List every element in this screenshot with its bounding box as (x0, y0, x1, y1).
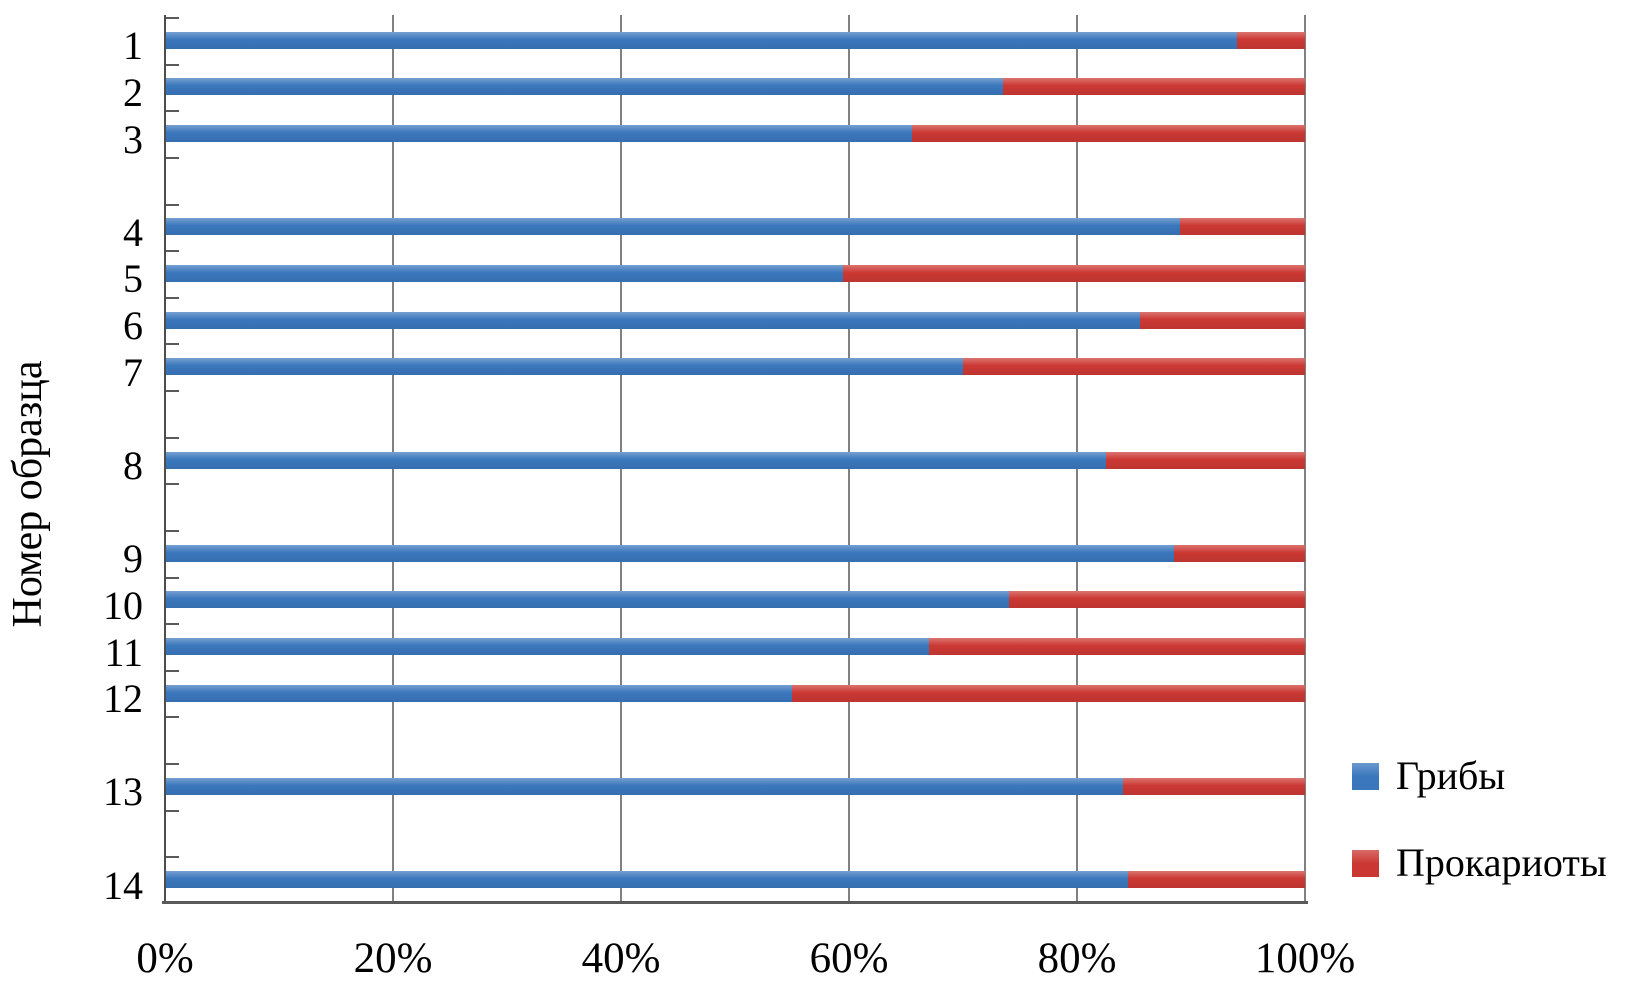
bar-row (165, 218, 1305, 236)
fungi-bar-segment (165, 684, 792, 702)
fungi-bar-segment (165, 31, 1237, 49)
fungi-bar-segment (165, 125, 912, 143)
bar-row (165, 451, 1305, 469)
category-label: 7 (123, 349, 143, 395)
y-axis-tick (165, 716, 179, 719)
category-label: 10 (103, 582, 143, 628)
prokaryote-bar-segment (911, 125, 1305, 143)
bar-row (165, 871, 1305, 889)
y-axis-tick (165, 250, 179, 253)
prokaryote-bar-segment (1179, 218, 1305, 236)
y-axis-tick (165, 763, 179, 766)
y-axis-tick (165, 110, 179, 113)
category-label: 11 (104, 629, 143, 675)
category-label: 2 (123, 69, 143, 115)
category-label: 5 (123, 256, 143, 302)
bar-row (165, 684, 1305, 702)
y-axis-tick (165, 856, 179, 859)
y-axis-tick (165, 296, 179, 299)
fungi-bar-segment (165, 591, 1009, 609)
y-axis-title: Номер образца (5, 360, 51, 628)
y-axis-tick (165, 17, 179, 19)
bar-row (165, 544, 1305, 562)
y-axis-tick (165, 576, 179, 579)
fungi-bar-segment (165, 218, 1180, 236)
x-axis-line (162, 901, 1308, 904)
y-axis-tick (165, 436, 179, 439)
gridline (1304, 15, 1306, 903)
prokaryote-bar-segment (1128, 871, 1305, 889)
category-label: 14 (103, 862, 143, 908)
bar-row (165, 591, 1305, 609)
prokaryote-bar-segment (1002, 78, 1305, 96)
x-tick-label: 40% (581, 935, 661, 982)
category-label: 8 (123, 443, 143, 488)
category-label: 6 (123, 303, 143, 349)
plot-area (165, 15, 1306, 903)
category-label: 4 (123, 209, 143, 255)
x-tick-label: 20% (353, 935, 433, 982)
fungi-bar-segment (165, 451, 1106, 469)
y-axis-tick (165, 156, 179, 159)
y-axis-tick (165, 203, 179, 206)
x-tick-label: 100% (1254, 935, 1356, 982)
bar-row (165, 311, 1305, 329)
category-label: 3 (123, 116, 143, 162)
prokaryote-bar-segment (1122, 777, 1305, 795)
bar-row (165, 638, 1305, 656)
prokaryote-bar-segment (1105, 451, 1305, 469)
x-tick-label: 80% (1037, 935, 1117, 982)
prokaryote-bar-segment (1139, 311, 1305, 329)
legend-label-prokaryotes: Прокариоты (1396, 840, 1607, 885)
bar-row (165, 125, 1305, 143)
prokaryote-bar-segment (1236, 31, 1305, 49)
bar-row (165, 264, 1305, 282)
legend-label-fungi: Грибы (1396, 753, 1506, 798)
y-axis-tick (165, 483, 179, 486)
x-tick-label: 0% (136, 935, 194, 982)
x-tick-label: 60% (809, 935, 889, 982)
y-axis-tick (165, 529, 179, 532)
category-label: 13 (103, 769, 143, 815)
category-label: 1 (123, 23, 143, 69)
prokaryote-bar-segment (843, 264, 1305, 282)
fungi-bar-segment (165, 544, 1174, 562)
y-axis-tick (165, 390, 179, 393)
legend-swatch-fungi-icon (1352, 762, 1379, 790)
y-axis-tick (165, 343, 179, 346)
legend-item-prokaryotes: Прокариоты (1352, 839, 1607, 887)
category-label: 12 (103, 676, 143, 722)
bar-row (165, 358, 1305, 376)
prokaryote-bar-segment (928, 638, 1305, 656)
prokaryote-bar-segment (1173, 544, 1305, 562)
legend: Грибы Прокариоты (1352, 752, 1607, 887)
bar-row (165, 78, 1305, 96)
fungi-bar-segment (165, 871, 1129, 889)
y-axis-tick (165, 623, 179, 626)
y-axis-tick (165, 669, 179, 672)
y-axis-tick (165, 809, 179, 812)
fungi-bar-segment (165, 311, 1140, 329)
prokaryote-bar-segment (963, 358, 1305, 376)
bar-row (165, 31, 1305, 49)
legend-swatch-prokaryotes-icon (1352, 849, 1379, 877)
category-label: 9 (123, 536, 143, 582)
fungi-bar-segment (165, 78, 1003, 96)
bar-row (165, 777, 1305, 795)
y-axis-tick (165, 63, 179, 66)
fungi-bar-segment (165, 358, 963, 376)
fungi-bar-segment (165, 264, 844, 282)
prokaryote-bar-segment (1008, 591, 1305, 609)
fungi-bar-segment (165, 638, 929, 656)
prokaryote-bar-segment (792, 684, 1305, 702)
y-axis-line (164, 15, 166, 904)
fungi-bar-segment (165, 777, 1123, 795)
legend-item-fungi: Грибы (1352, 752, 1607, 800)
